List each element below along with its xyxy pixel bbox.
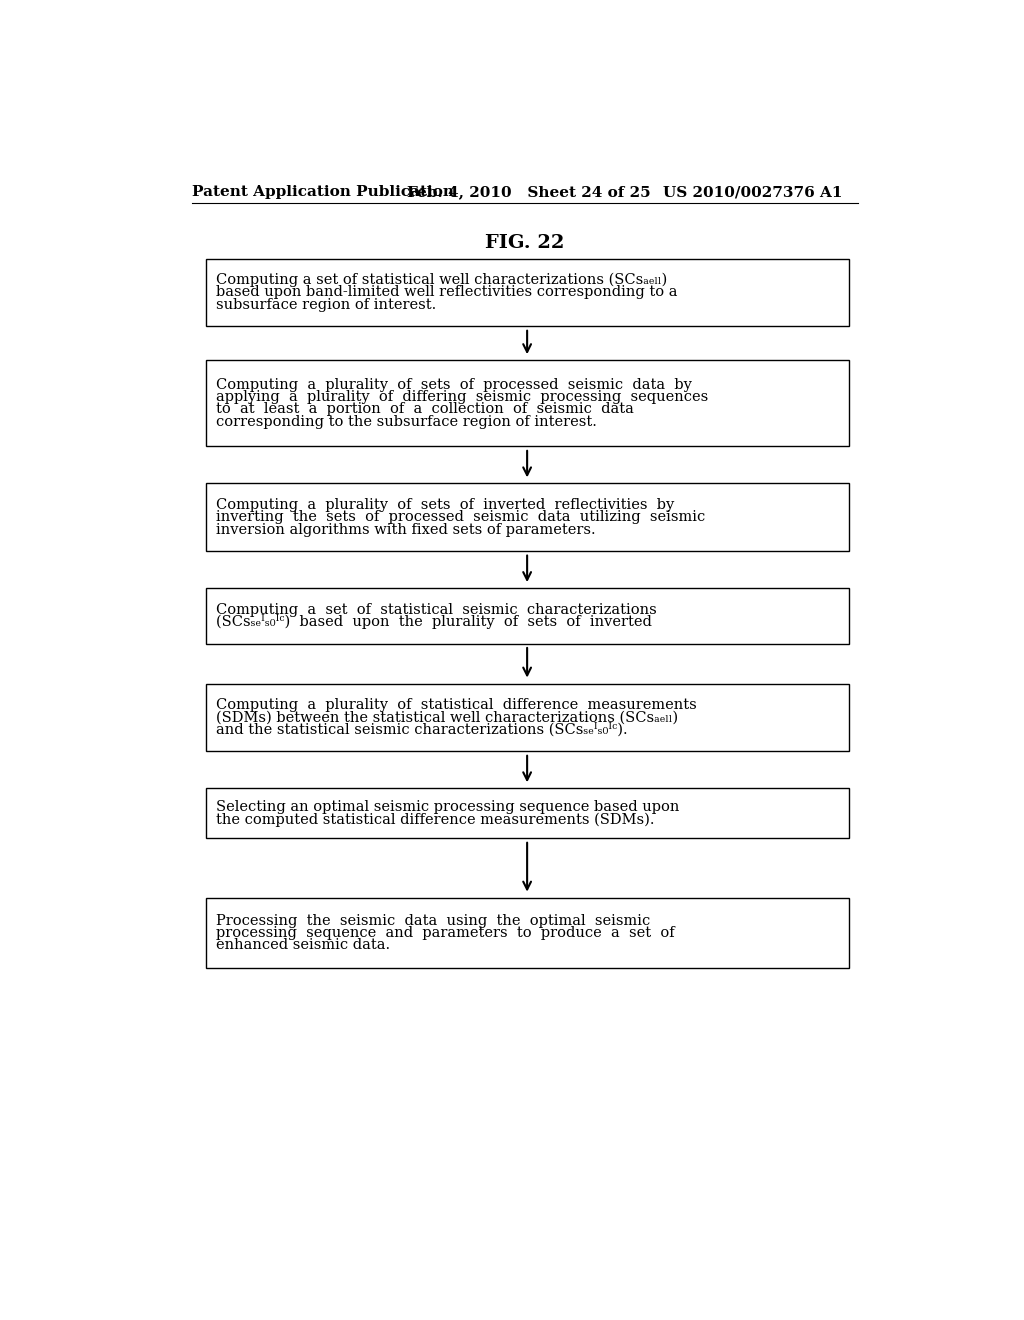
Text: (SDMs) between the statistical well characterizations (SCsₐₑₗₗ): (SDMs) between the statistical well char… bbox=[216, 710, 679, 725]
Text: Computing  a  plurality  of  statistical  difference  measurements: Computing a plurality of statistical dif… bbox=[216, 698, 697, 711]
Bar bbox=[206, 684, 849, 751]
Text: corresponding to the subsurface region of interest.: corresponding to the subsurface region o… bbox=[216, 414, 597, 429]
Text: Computing  a  plurality  of  sets  of  processed  seismic  data  by: Computing a plurality of sets of process… bbox=[216, 378, 692, 392]
Bar bbox=[206, 259, 849, 326]
Text: applying  a  plurality  of  differing  seismic  processing  sequences: applying a plurality of differing seismi… bbox=[216, 391, 709, 404]
Bar bbox=[206, 483, 849, 552]
Text: subsurface region of interest.: subsurface region of interest. bbox=[216, 298, 436, 312]
Text: to  at  least  a  portion  of  a  collection  of  seismic  data: to at least a portion of a collection of… bbox=[216, 403, 634, 416]
Bar bbox=[206, 589, 849, 644]
Text: enhanced seismic data.: enhanced seismic data. bbox=[216, 939, 390, 952]
Text: processing  sequence  and  parameters  to  produce  a  set  of: processing sequence and parameters to pr… bbox=[216, 927, 675, 940]
Text: and the statistical seismic characterizations (SCsₛₑᴵₛ₀ᴵᶜ).: and the statistical seismic characteriza… bbox=[216, 722, 628, 737]
Text: Processing  the  seismic  data  using  the  optimal  seismic: Processing the seismic data using the op… bbox=[216, 913, 650, 928]
Text: Patent Application Publication: Patent Application Publication bbox=[191, 185, 454, 199]
Text: (SCsₛₑᴵₛ₀ᴵᶜ)  based  upon  the  plurality  of  sets  of  inverted: (SCsₛₑᴵₛ₀ᴵᶜ) based upon the plurality of… bbox=[216, 614, 652, 630]
Text: the computed statistical difference measurements (SDMs).: the computed statistical difference meas… bbox=[216, 812, 655, 826]
Text: Feb. 4, 2010   Sheet 24 of 25: Feb. 4, 2010 Sheet 24 of 25 bbox=[407, 185, 650, 199]
Text: inverting  the  sets  of  processed  seismic  data  utilizing  seismic: inverting the sets of processed seismic … bbox=[216, 511, 706, 524]
Text: inversion algorithms with fixed sets of parameters.: inversion algorithms with fixed sets of … bbox=[216, 523, 596, 536]
Bar bbox=[206, 788, 849, 838]
Text: Computing  a  plurality  of  sets  of  inverted  reflectivities  by: Computing a plurality of sets of inverte… bbox=[216, 498, 675, 512]
Text: Computing  a  set  of  statistical  seismic  characterizations: Computing a set of statistical seismic c… bbox=[216, 603, 657, 616]
Text: FIG. 22: FIG. 22 bbox=[485, 234, 564, 252]
Text: Computing a set of statistical well characterizations (SCsₐₑₗₗ): Computing a set of statistical well char… bbox=[216, 273, 668, 288]
Text: based upon band-limited well reflectivities corresponding to a: based upon band-limited well reflectivit… bbox=[216, 285, 678, 300]
Text: Selecting an optimal seismic processing sequence based upon: Selecting an optimal seismic processing … bbox=[216, 800, 680, 814]
Text: US 2010/0027376 A1: US 2010/0027376 A1 bbox=[663, 185, 843, 199]
Bar bbox=[206, 360, 849, 446]
Bar bbox=[206, 898, 849, 969]
